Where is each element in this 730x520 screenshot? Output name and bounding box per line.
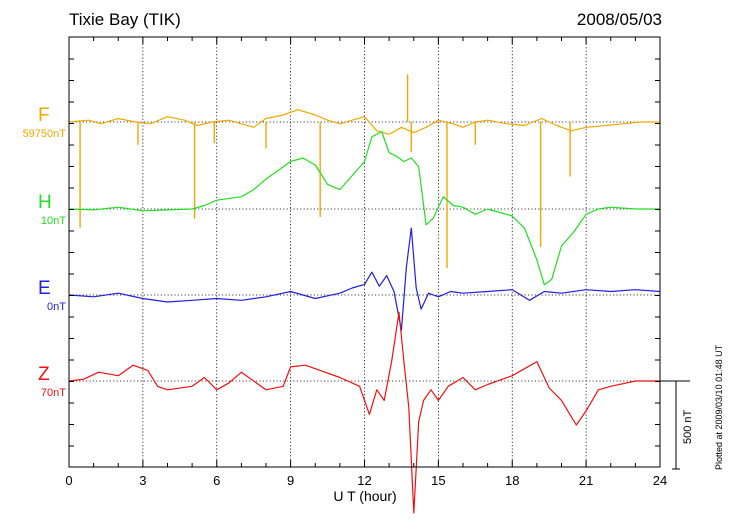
channel-baseline-e: 0nT — [47, 301, 66, 313]
x-tick-label: 15 — [431, 473, 445, 488]
plotted-note: Plotted at 2009/03/10 01:48 UT — [714, 344, 724, 470]
x-tick-label: 6 — [213, 473, 220, 488]
x-tick-label: 12 — [357, 473, 371, 488]
scale-bar — [660, 380, 690, 470]
channel-label-z: Z — [38, 364, 50, 385]
channel-baseline-f: 59750nT — [22, 128, 66, 140]
x-tick-label: 21 — [579, 473, 593, 488]
channel-baseline-h: 10nT — [40, 215, 66, 227]
x-axis-label: U T (hour) — [333, 488, 397, 504]
x-tick-label: 18 — [505, 473, 519, 488]
x-tick-label: 9 — [287, 473, 294, 488]
series-line-e — [68, 227, 661, 331]
channel-label-e: E — [38, 278, 51, 299]
channel-label-h: H — [38, 192, 52, 213]
axis-ticks: 0 3 6 9 12 15 18 21 24 — [65, 37, 667, 488]
grid-lines — [69, 37, 660, 467]
series-group — [68, 74, 661, 514]
channel-label-f: F — [38, 105, 50, 126]
channel-baseline-z: 70nT — [40, 387, 66, 399]
x-tick-label: 24 — [653, 473, 667, 488]
scale-bar-label: 500 nT — [682, 409, 694, 444]
series-line-h — [68, 131, 660, 286]
date-title: 2008/05/03 — [576, 10, 662, 29]
x-tick-label: 3 — [139, 473, 146, 488]
series-line-f — [68, 109, 660, 135]
station-title: Tixie Bay (TIK) — [69, 10, 181, 29]
series-line-z — [68, 311, 660, 514]
x-tick-label: 0 — [65, 473, 72, 488]
